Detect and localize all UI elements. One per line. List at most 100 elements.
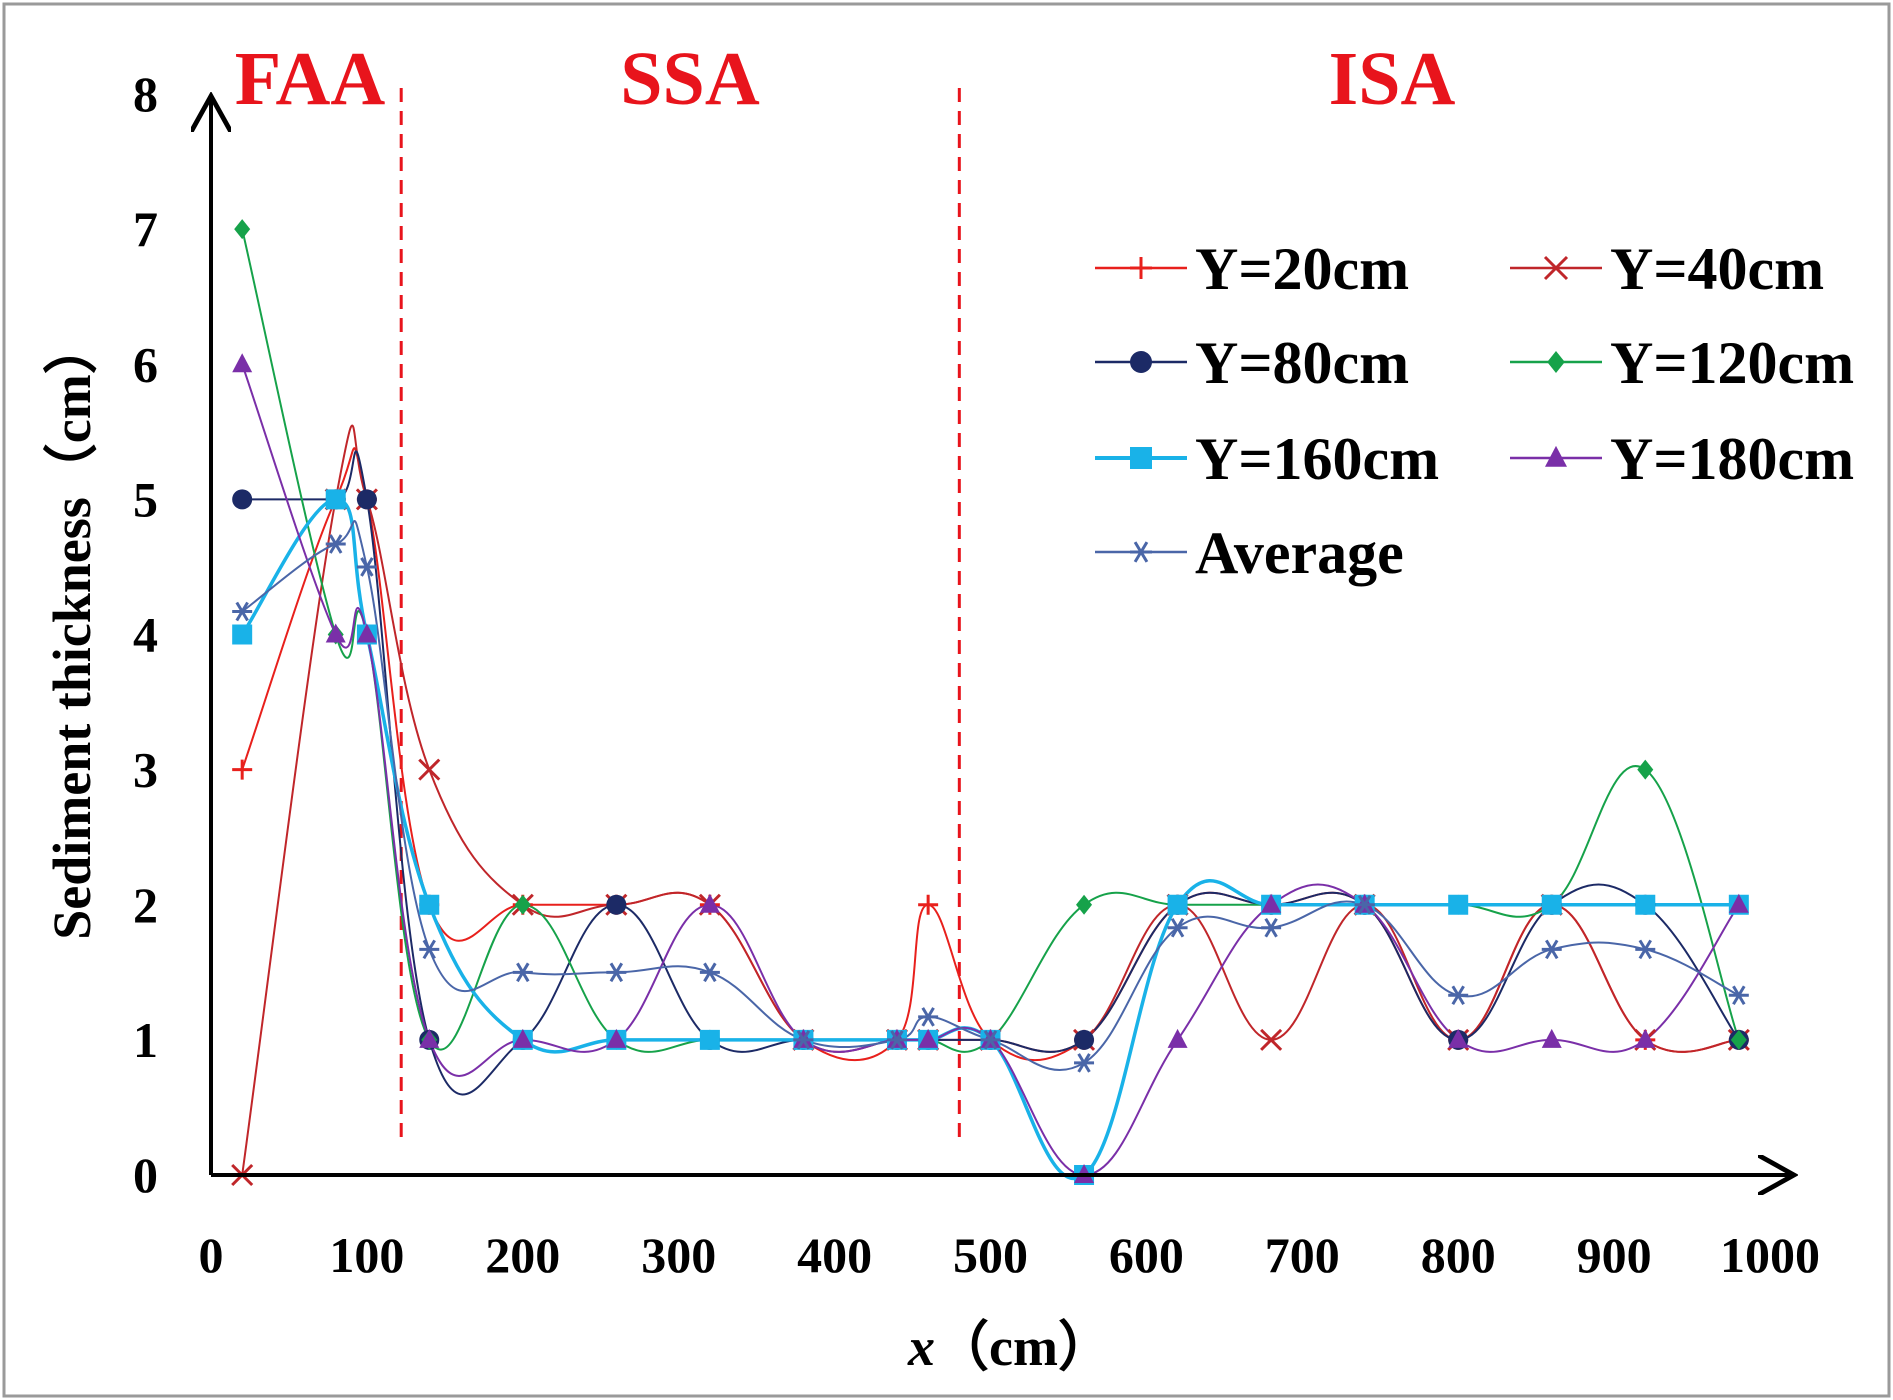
data-point-average	[1074, 1053, 1095, 1073]
data-point-average	[1541, 939, 1562, 960]
data-point-y-20cm	[918, 894, 939, 915]
y-tick-label: 0	[133, 1147, 158, 1203]
x-tick-label: 300	[641, 1227, 716, 1283]
region-label-ssa: SSA	[620, 37, 760, 121]
data-point-y-80cm	[606, 894, 627, 915]
legend-label-y-20cm: Y=20cm	[1195, 236, 1409, 302]
y-tick-label: 7	[133, 201, 158, 257]
data-point-y-180cm	[356, 623, 377, 643]
legend-marker-y-40cm	[1543, 255, 1569, 281]
legend-marker-y-160cm	[1130, 447, 1152, 469]
data-point-y-180cm	[699, 893, 720, 913]
x-tick-label: 700	[1265, 1227, 1340, 1283]
data-point-y-180cm	[918, 1028, 939, 1048]
data-point-y-180cm	[419, 1028, 440, 1048]
data-point-y-160cm	[1167, 894, 1188, 915]
y-tick-label: 1	[133, 1012, 158, 1068]
data-point-average	[918, 1007, 939, 1027]
data-point-y-180cm	[325, 623, 346, 643]
data-point-average	[1354, 894, 1375, 915]
data-point-y-120cm	[514, 894, 531, 915]
legend-label-y-40cm: Y=40cm	[1610, 236, 1824, 302]
x-axis-unit: （cm）	[935, 1317, 1112, 1377]
data-point-y-120cm	[1637, 759, 1654, 780]
region-layer: FAA SSA ISA	[235, 37, 1456, 1145]
data-point-y-160cm	[1448, 894, 1469, 915]
data-point-average	[356, 557, 377, 577]
x-tick-label: 400	[797, 1227, 872, 1283]
data-point-y-120cm	[234, 219, 251, 240]
data-point-y-180cm	[232, 353, 253, 373]
data-point-average	[1167, 917, 1188, 938]
data-point-average	[980, 1030, 1001, 1050]
legend-label-y-160cm: Y=160cm	[1195, 426, 1439, 492]
x-tick-label: 800	[1421, 1227, 1496, 1283]
y-tick-label: 3	[133, 742, 158, 798]
data-point-y-160cm	[419, 894, 440, 915]
legend-marker-y-180cm	[1545, 445, 1567, 467]
legend: Y=20cm Y=40cm Y=80cm Y=120cm Y=160cm Y=180cm A…	[1095, 236, 1854, 586]
data-point-average	[419, 939, 440, 960]
x-tick-label: 500	[953, 1227, 1028, 1283]
x-tick-label: 0	[199, 1227, 224, 1283]
data-point-y-180cm	[1167, 1028, 1188, 1048]
data-point-y-180cm	[1728, 893, 1749, 913]
y-tick-label: 2	[133, 877, 158, 933]
data-point-y-160cm	[325, 489, 346, 510]
legend-label-y-80cm: Y=80cm	[1195, 330, 1409, 396]
data-point-y-180cm	[1635, 1028, 1656, 1048]
x-tick-label: 600	[1109, 1227, 1184, 1283]
y-tick-label: 8	[133, 66, 158, 122]
data-point-y-40cm	[418, 758, 441, 781]
data-point-average	[1728, 985, 1749, 1006]
data-point-average	[325, 534, 346, 554]
data-point-y-180cm	[1448, 1028, 1469, 1048]
y-tick-label: 6	[133, 336, 158, 392]
data-point-y-180cm	[1541, 1028, 1562, 1048]
data-point-average	[1261, 917, 1282, 938]
data-point-y-80cm	[356, 489, 377, 510]
legend-marker-y-80cm	[1130, 351, 1152, 373]
data-point-y-180cm	[1261, 893, 1282, 913]
legend-marker-y-120cm	[1547, 351, 1565, 373]
data-point-y-120cm	[1076, 894, 1093, 915]
data-point-average	[606, 962, 627, 983]
data-point-average	[886, 1030, 907, 1050]
legend-label-y-120cm: Y=120cm	[1610, 330, 1854, 396]
data-point-y-160cm	[1541, 894, 1562, 915]
legend-label-average: Average	[1195, 520, 1404, 586]
data-point-y-180cm	[606, 1028, 627, 1048]
data-point-average	[793, 1030, 814, 1050]
x-tick-label: 900	[1577, 1227, 1652, 1283]
data-point-y-180cm	[512, 1028, 533, 1048]
legend-label-y-180cm: Y=180cm	[1610, 426, 1854, 492]
data-point-average	[512, 962, 533, 983]
data-point-y-40cm	[1260, 1028, 1283, 1051]
data-point-average	[1448, 985, 1469, 1006]
data-point-average	[699, 962, 720, 983]
region-label-isa: ISA	[1329, 37, 1456, 121]
y-tick-label: 4	[133, 607, 158, 663]
x-tick-label: 100	[329, 1227, 404, 1283]
legend-marker-average	[1130, 541, 1152, 563]
x-tick-label: 200	[485, 1227, 560, 1283]
data-point-average	[1635, 939, 1656, 960]
data-point-y-20cm	[232, 759, 253, 780]
y-tick-labels: 0 1 2 3 4 5 6 7 8	[133, 66, 158, 1203]
x-tick-labels: 0 100 200 300 400 500 600 700 800 900 1000	[199, 1227, 1821, 1283]
region-label-faa: FAA	[235, 37, 386, 121]
data-point-y-160cm	[232, 624, 253, 645]
x-axis-title: x（cm）	[907, 1317, 1112, 1377]
x-axis-variable: x	[907, 1317, 935, 1377]
data-point-y-80cm	[1074, 1029, 1095, 1050]
y-axis-title: Sediment thickness（cm）	[42, 320, 102, 940]
data-point-average	[232, 601, 253, 622]
data-point-y-160cm	[699, 1029, 720, 1050]
series-markers	[231, 219, 1750, 1187]
data-point-y-80cm	[232, 489, 253, 510]
data-point-y-160cm	[1635, 894, 1656, 915]
legend-marker-y-20cm	[1130, 257, 1152, 279]
data-point-y-120cm	[1730, 1029, 1747, 1050]
